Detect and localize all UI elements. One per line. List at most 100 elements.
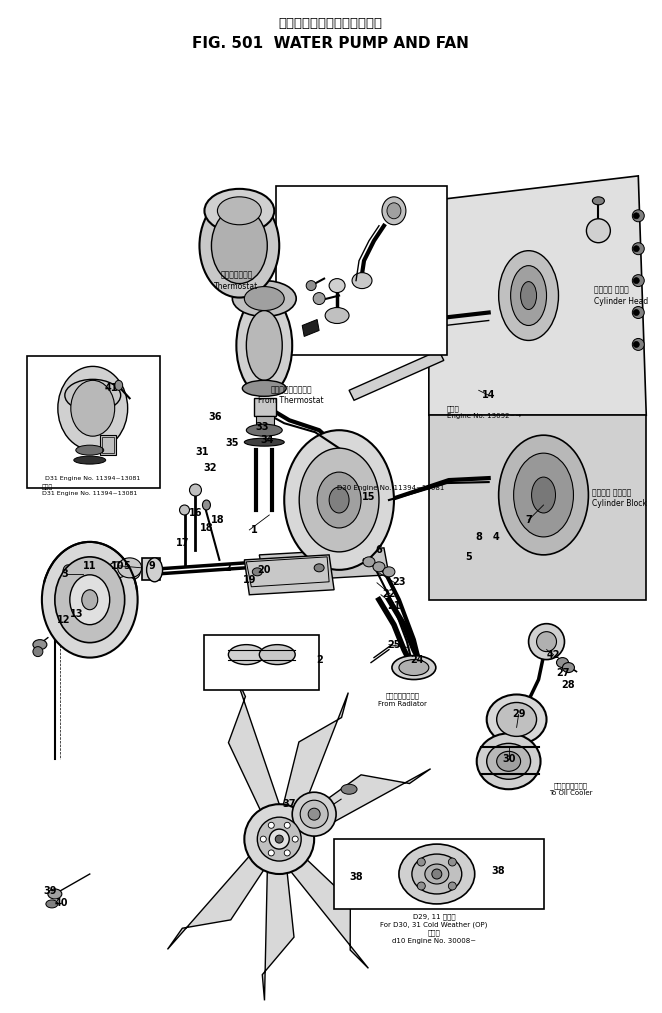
- Ellipse shape: [284, 850, 290, 856]
- Polygon shape: [167, 851, 267, 949]
- Ellipse shape: [496, 752, 520, 771]
- Text: 37: 37: [283, 799, 296, 809]
- Ellipse shape: [432, 869, 442, 879]
- Ellipse shape: [308, 808, 320, 821]
- Bar: [142, 558, 160, 579]
- Text: 16: 16: [189, 508, 202, 518]
- Ellipse shape: [329, 487, 349, 513]
- Ellipse shape: [299, 448, 379, 552]
- Ellipse shape: [532, 477, 555, 513]
- Text: FIG. 501  WATER PUMP AND FAN: FIG. 501 WATER PUMP AND FAN: [192, 35, 469, 51]
- Ellipse shape: [587, 219, 610, 243]
- Text: 6: 6: [375, 545, 383, 555]
- Text: 5: 5: [123, 561, 130, 571]
- Ellipse shape: [537, 632, 557, 651]
- Polygon shape: [262, 864, 294, 1001]
- Ellipse shape: [392, 655, 436, 680]
- Ellipse shape: [313, 293, 325, 305]
- Text: ラジエーターより
From Radiator: ラジエーターより From Radiator: [379, 693, 428, 706]
- Text: 38: 38: [492, 866, 506, 876]
- Text: 38: 38: [350, 872, 363, 882]
- Text: 局番号
Engine No. 13092~→: 局番号 Engine No. 13092~→: [447, 405, 521, 419]
- Text: 14: 14: [482, 390, 495, 400]
- Ellipse shape: [592, 197, 604, 205]
- Ellipse shape: [317, 472, 361, 528]
- Ellipse shape: [179, 505, 189, 515]
- Ellipse shape: [211, 208, 267, 284]
- Ellipse shape: [65, 379, 120, 411]
- Text: 29: 29: [512, 709, 526, 719]
- Text: シリンダ ブロック
Cylinder Block: シリンダ ブロック Cylinder Block: [592, 488, 647, 509]
- Text: ウォータポンプおよびファン: ウォータポンプおよびファン: [278, 17, 382, 29]
- Ellipse shape: [48, 889, 62, 899]
- Text: 10: 10: [111, 561, 124, 571]
- Ellipse shape: [496, 702, 537, 736]
- Polygon shape: [260, 548, 389, 581]
- Bar: [100, 436, 116, 455]
- Text: 15: 15: [362, 492, 376, 502]
- Text: 12: 12: [57, 615, 71, 625]
- Ellipse shape: [528, 624, 565, 659]
- Ellipse shape: [363, 557, 375, 567]
- Text: 9: 9: [148, 561, 155, 571]
- Polygon shape: [349, 350, 444, 400]
- Text: 21: 21: [387, 601, 401, 611]
- Text: 22: 22: [382, 589, 396, 599]
- Ellipse shape: [292, 792, 336, 836]
- Text: 41: 41: [105, 383, 118, 393]
- Ellipse shape: [268, 823, 274, 829]
- Ellipse shape: [73, 456, 106, 464]
- Text: 30: 30: [502, 755, 516, 765]
- Ellipse shape: [314, 564, 324, 571]
- Text: 39: 39: [43, 886, 57, 895]
- Ellipse shape: [146, 558, 163, 581]
- Text: オイルクーラーへ
To Oil Cooler: オイルクーラーへ To Oil Cooler: [549, 782, 592, 796]
- Bar: [276, 185, 447, 356]
- Text: 18: 18: [211, 515, 224, 525]
- Text: 3: 3: [62, 569, 68, 578]
- Ellipse shape: [284, 823, 290, 829]
- Ellipse shape: [632, 275, 644, 287]
- Ellipse shape: [71, 380, 115, 437]
- Ellipse shape: [189, 484, 201, 496]
- Bar: [205, 635, 319, 690]
- Ellipse shape: [236, 296, 292, 395]
- Text: 17: 17: [175, 538, 189, 548]
- Bar: [254, 398, 276, 416]
- Ellipse shape: [563, 663, 575, 673]
- Ellipse shape: [329, 279, 345, 293]
- Ellipse shape: [46, 900, 58, 908]
- Ellipse shape: [341, 784, 357, 794]
- Ellipse shape: [260, 644, 295, 665]
- Text: 13: 13: [70, 609, 83, 619]
- Bar: [334, 839, 544, 909]
- Ellipse shape: [260, 836, 266, 842]
- Ellipse shape: [487, 744, 530, 779]
- Text: D30 Engine No. 11394~13081: D30 Engine No. 11394~13081: [337, 485, 444, 491]
- Text: 42: 42: [547, 649, 560, 659]
- Text: シリンダ ヘッド
Cylinder Head: シリンダ ヘッド Cylinder Head: [594, 286, 649, 306]
- Ellipse shape: [275, 835, 283, 843]
- Text: 27: 27: [557, 668, 570, 678]
- Ellipse shape: [634, 213, 639, 219]
- Text: 4: 4: [493, 532, 499, 542]
- Ellipse shape: [514, 453, 573, 537]
- Bar: [256, 416, 274, 428]
- Ellipse shape: [448, 882, 456, 890]
- Ellipse shape: [246, 424, 282, 437]
- Text: 局番号
D31 Engine No. 11394~13081: 局番号 D31 Engine No. 11394~13081: [42, 484, 137, 496]
- Ellipse shape: [292, 836, 298, 842]
- Ellipse shape: [632, 338, 644, 350]
- Text: 19: 19: [242, 574, 256, 585]
- Ellipse shape: [417, 882, 425, 890]
- Text: 5: 5: [465, 552, 472, 562]
- Text: 1: 1: [251, 525, 258, 535]
- Bar: [27, 357, 160, 488]
- Ellipse shape: [58, 367, 128, 450]
- Ellipse shape: [387, 203, 401, 219]
- Text: サーモスタットより
From Thermostat: サーモスタットより From Thermostat: [258, 385, 324, 405]
- Text: 7: 7: [525, 515, 532, 525]
- Ellipse shape: [634, 278, 639, 284]
- Ellipse shape: [399, 659, 429, 676]
- Text: 40: 40: [55, 898, 69, 908]
